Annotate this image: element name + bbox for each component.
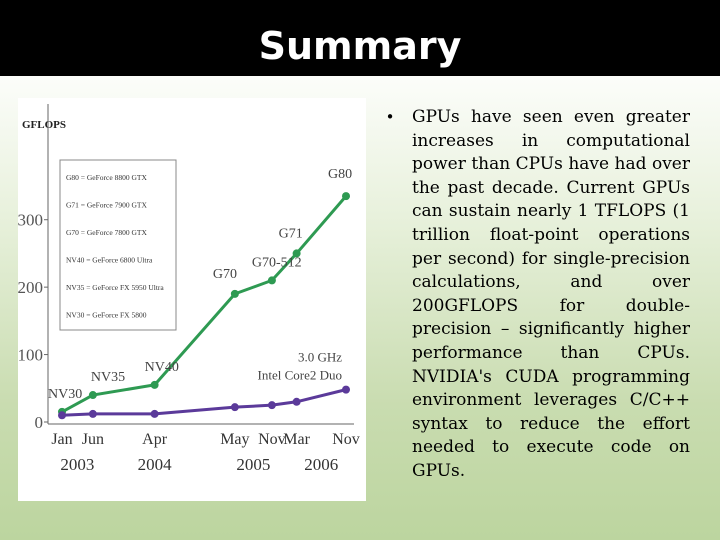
chart-panel: GFLOPS 0 100 200 300 Jan Jun Apr May Nov Mar Nov 200… <box>18 98 366 501</box>
cpu-label-line: Intel Core2 Duo <box>258 368 342 383</box>
gpu-data-point <box>292 249 301 258</box>
gpu-point-label: NV30 <box>48 387 82 402</box>
legend-entry: G80 = GeForce 8800 GTX <box>66 173 147 182</box>
cpu-data-point <box>342 385 350 394</box>
x-tick-label: Jun <box>82 431 104 448</box>
x-year-label: 2004 <box>138 455 173 474</box>
x-year-label: 2003 <box>60 455 94 474</box>
x-tick-label: May <box>220 431 249 448</box>
gpu-data-point <box>267 276 276 285</box>
bullet-list: • GPUs have seen even greater increases … <box>383 106 691 516</box>
cpu-data-point <box>292 397 301 406</box>
x-tick-label: Nov <box>258 431 286 448</box>
x-tick-label: Jan <box>51 431 72 448</box>
gpu-point-label: NV35 <box>91 370 125 385</box>
gpu-point-label: G71 <box>279 226 303 241</box>
x-year-label: 2005 <box>236 455 270 474</box>
legend-entry: G71 = GeForce 7900 GTX <box>66 201 147 210</box>
y-tick-label: 0 <box>35 413 44 432</box>
bullet-marker: • <box>385 108 395 126</box>
gpu-point-label: G70-512 <box>252 255 302 270</box>
legend-entry: NV40 = GeForce 6800 Ultra <box>66 256 153 265</box>
cpu-data-point <box>267 401 276 410</box>
bullet-text: GPUs have seen even greater increases in… <box>412 107 690 481</box>
y-tick-label: 200 <box>18 278 43 297</box>
cpu-data-point <box>150 409 159 418</box>
gpu-point-label: NV40 <box>145 360 179 375</box>
cpu-data-point <box>58 411 66 420</box>
y-tick-label: 100 <box>18 346 43 365</box>
legend-entry: G70 = GeForce 7800 GTX <box>66 228 147 237</box>
cpu-point-label: 3.0 GHz Intel Core2 Duo <box>258 350 343 383</box>
legend-entry: NV30 = GeForce FX 5800 <box>66 311 147 320</box>
legend-entry: NV35 = GeForce FX 5950 Ultra <box>66 283 164 292</box>
gpu-point-label: G80 <box>328 167 352 182</box>
x-tick-label: Nov <box>332 431 360 448</box>
gpu-data-point <box>150 380 159 389</box>
cpu-data-point <box>230 403 239 412</box>
gpu-data-point <box>342 192 350 201</box>
slide-title: Summary <box>258 24 462 68</box>
y-axis-label: GFLOPS <box>22 119 66 131</box>
gpu-data-point <box>230 289 239 298</box>
y-tick-label: 300 <box>18 211 43 230</box>
gpu-point-label: G70 <box>213 267 237 282</box>
cpu-data-point <box>88 409 97 418</box>
title-bar <box>0 0 720 76</box>
cpu-label-line: 3.0 GHz <box>298 350 342 365</box>
x-tick-label: Mar <box>283 431 310 448</box>
x-tick-label: Apr <box>142 431 168 448</box>
x-year-label: 2006 <box>304 455 338 474</box>
chart-legend <box>59 159 177 331</box>
gpu-data-point <box>88 391 97 400</box>
